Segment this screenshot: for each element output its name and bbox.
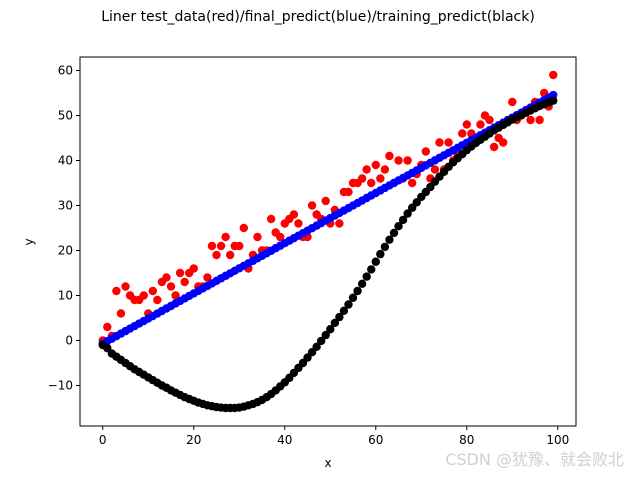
series-0-point	[294, 219, 303, 228]
series-0-point	[394, 156, 403, 165]
x-axis-label: x	[324, 456, 331, 470]
series-0-point	[212, 250, 221, 260]
series-0-point	[430, 165, 440, 174]
series-2-point	[367, 265, 376, 274]
series-0-point	[535, 115, 544, 125]
series-2-point	[403, 209, 412, 218]
series-0-point	[139, 291, 148, 300]
y-tick-label: 30	[58, 199, 73, 213]
series-2-point	[380, 242, 390, 252]
series-0-point	[289, 210, 299, 219]
series-0-point	[266, 214, 276, 224]
x-tick-label: 0	[99, 433, 107, 447]
y-tick-label: −10	[48, 379, 73, 393]
series-2-point	[312, 342, 321, 351]
series-0-point	[458, 129, 467, 138]
series-0-point	[321, 196, 330, 206]
series-2-point	[357, 279, 367, 288]
series-2-point	[394, 222, 403, 231]
series-0-point	[371, 160, 380, 170]
series-0-point	[498, 138, 508, 147]
y-tick-label: 60	[58, 64, 73, 78]
series-0-point	[180, 277, 189, 287]
x-axis: 0 20 40 60 80 100	[99, 426, 569, 447]
series-0-point	[376, 174, 385, 183]
series-2-point	[326, 325, 335, 334]
series-0-point	[380, 165, 390, 174]
series-2-point	[321, 330, 330, 340]
y-tick-label: 20	[58, 244, 73, 258]
series-0-point	[444, 138, 453, 147]
series-2-point	[371, 257, 380, 266]
series-0-point	[221, 232, 230, 242]
y-axis-label: y	[22, 238, 36, 245]
series-2-point	[335, 312, 344, 322]
series-0-point	[112, 286, 121, 296]
y-tick-label: 10	[58, 289, 73, 303]
series-0-point	[435, 138, 444, 147]
axes-frame	[79, 56, 577, 427]
series-0-point	[362, 165, 371, 174]
y-tick-label: 50	[58, 109, 73, 123]
series-0-point	[148, 286, 158, 296]
series-0-point	[175, 268, 185, 278]
plot-area	[79, 56, 577, 427]
series-0-point	[367, 178, 376, 188]
series-0-point	[189, 264, 198, 273]
series-0-point	[203, 273, 212, 282]
series-0-point	[103, 322, 112, 332]
series-2-point	[362, 272, 371, 281]
series-0-point	[476, 120, 485, 129]
y-tick-label: 40	[58, 154, 73, 168]
series-2-point	[330, 318, 340, 328]
series-0-point	[403, 156, 412, 165]
series-2-point	[353, 286, 362, 296]
series-0-point	[462, 120, 471, 129]
series-0-point	[253, 232, 262, 242]
series-2-point	[339, 306, 349, 315]
series-0-point	[421, 147, 431, 156]
series-0-point	[485, 115, 494, 125]
x-tick-label: 80	[459, 433, 474, 447]
y-tick-label: 0	[65, 334, 73, 348]
series-2-point	[389, 228, 399, 238]
x-tick-label: 100	[546, 433, 569, 447]
series-0-point	[166, 282, 176, 291]
series-0-point	[207, 241, 217, 251]
series-0-point	[526, 115, 535, 125]
series-0-point	[357, 174, 367, 183]
series-2-point	[348, 293, 358, 302]
series-0-point	[276, 232, 285, 242]
series-0-point	[344, 187, 353, 197]
series-0-point	[121, 282, 130, 291]
series-2-point	[344, 300, 353, 309]
x-tick-label: 20	[186, 433, 201, 447]
x-tick-label: 40	[277, 433, 292, 447]
chart-title: Liner test_data(red)/final_predict(blue)…	[101, 9, 535, 25]
series-0-point	[153, 295, 162, 305]
series-0-point	[235, 241, 244, 251]
y-axis: −10 0 10 20 30 40 50 60	[48, 64, 80, 393]
series-2-point	[376, 249, 385, 259]
x-tick-label: 60	[368, 433, 383, 447]
series-2-point	[385, 235, 394, 244]
series-0-point	[116, 309, 126, 318]
series-0-point	[549, 70, 558, 80]
series-0-point	[508, 97, 517, 107]
series-2-point	[398, 215, 408, 225]
series-2-point	[316, 336, 326, 346]
series-0-point	[407, 178, 417, 188]
series-0-point	[216, 241, 226, 251]
series-0-point	[307, 201, 317, 210]
series-0-point	[162, 273, 171, 282]
series-0-point	[225, 250, 235, 260]
series-2-point	[549, 96, 558, 105]
watermark: CSDN @犹豫、就会败北	[445, 450, 624, 469]
series-0-point	[335, 219, 344, 228]
series-0-point	[239, 223, 249, 233]
series-0-point	[489, 142, 499, 152]
series-0-point	[385, 151, 394, 161]
